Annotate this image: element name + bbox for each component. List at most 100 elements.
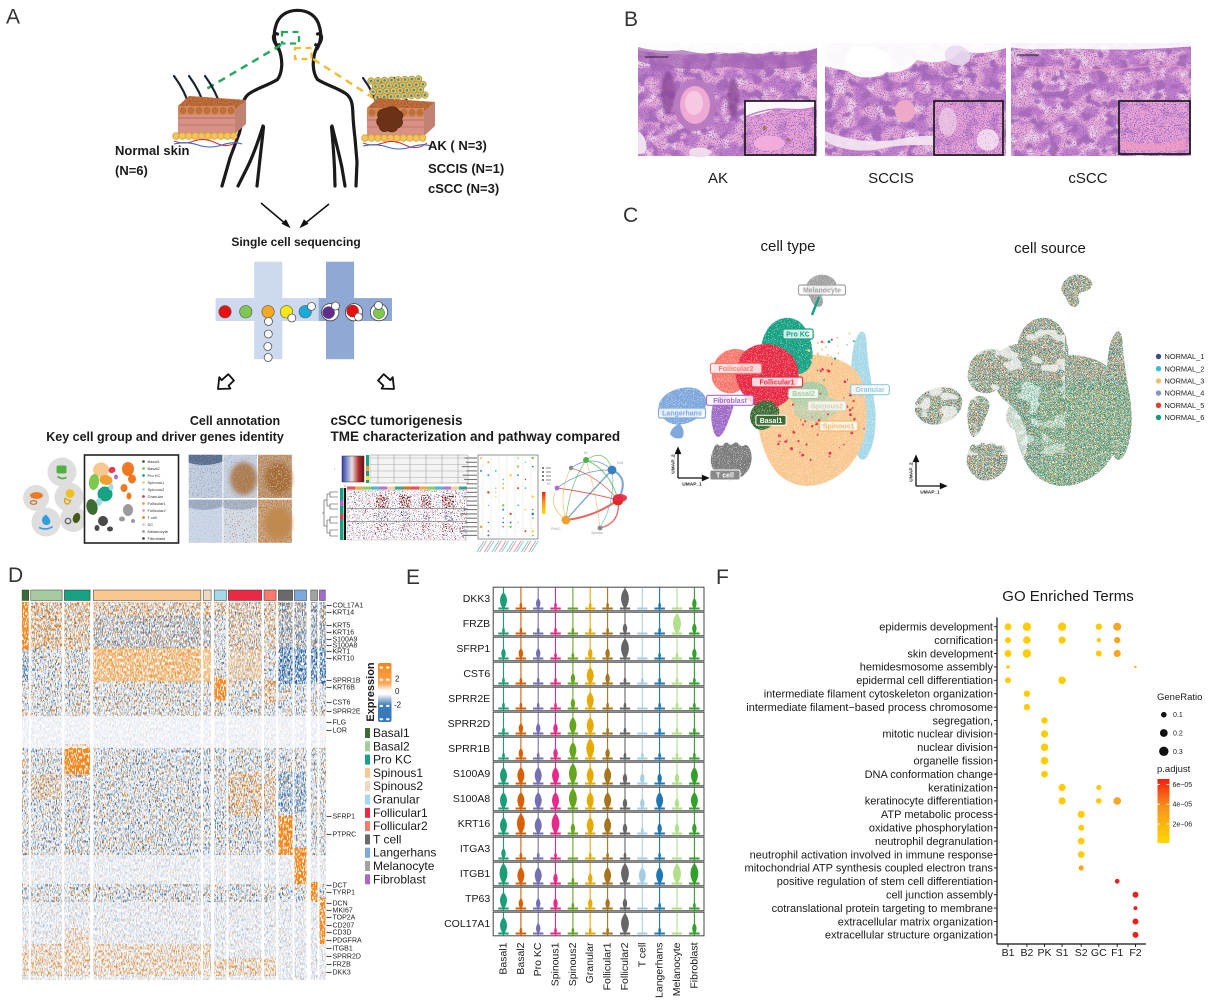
svg-text:Fibroblast: Fibroblast	[373, 872, 426, 886]
svg-text:Follicular2: Follicular2	[373, 819, 428, 833]
svg-text:Basal1: Basal1	[373, 726, 410, 740]
svg-text:CD207: CD207	[333, 923, 355, 930]
svg-text:2e−06: 2e−06	[1173, 822, 1193, 829]
svg-text:Langerhans: Langerhans	[654, 943, 666, 998]
svg-text:DCN: DCN	[333, 901, 348, 908]
svg-text:ATP metabolic process: ATP metabolic process	[881, 809, 994, 821]
svg-text:Follicular2: Follicular2	[619, 942, 631, 990]
svg-text:T cell: T cell	[148, 515, 158, 520]
svg-text:KRT16: KRT16	[333, 630, 355, 637]
svg-text:cotranslational protein target: cotranslational protein targeting to mem…	[772, 903, 993, 915]
svg-text:cornification: cornification	[934, 635, 993, 647]
svg-text:mitotic nuclear division: mitotic nuclear division	[882, 729, 993, 741]
svg-text:ITGA3: ITGA3	[460, 843, 491, 855]
svg-text:Spinous1: Spinous1	[823, 424, 855, 431]
svg-text:epidermal cell differentiation: epidermal cell differentiation	[856, 675, 993, 687]
svg-text:S100A8: S100A8	[333, 643, 358, 650]
svg-text:Pro KC: Pro KC	[786, 332, 810, 339]
svg-text:SPRR2E: SPRR2E	[333, 709, 361, 716]
svg-text:Fibroblast: Fibroblast	[713, 398, 748, 405]
svg-text:KRT5: KRT5	[333, 623, 351, 630]
svg-text:DNA conformation change: DNA conformation change	[865, 769, 993, 781]
svg-text:SCCIS: SCCIS	[868, 170, 914, 187]
svg-text:KRT10: KRT10	[333, 656, 355, 663]
svg-text:ITGB1: ITGB1	[460, 868, 491, 880]
svg-text:Basal1: Basal1	[498, 942, 510, 974]
svg-text:DC: DC	[148, 522, 154, 527]
svg-text:Pro KC: Pro KC	[148, 473, 161, 478]
svg-text:T cell: T cell	[373, 832, 401, 846]
svg-text:FRZB: FRZB	[463, 618, 490, 630]
svg-text:oxidative phosphorylation: oxidative phosphorylation	[869, 823, 993, 835]
svg-text:Expression: Expression	[365, 662, 377, 722]
svg-text:COL17A1: COL17A1	[333, 603, 364, 610]
svg-text:keratinization: keratinization	[928, 782, 993, 794]
svg-text:Melanocyte: Melanocyte	[671, 942, 683, 996]
svg-text:Langerhans: Langerhans	[662, 411, 702, 418]
svg-text:0.1: 0.1	[1173, 712, 1183, 719]
svg-text:EC: EC	[547, 482, 552, 486]
svg-text:Follicular1: Follicular1	[148, 501, 167, 506]
svg-text:AK: AK	[708, 170, 728, 187]
svg-text:S100A9: S100A9	[333, 637, 358, 644]
svg-text:mitochondrial ATP synthesis co: mitochondrial ATP synthesis coupled elec…	[745, 863, 994, 875]
svg-text:NORMAL_3: NORMAL_3	[1165, 377, 1205, 386]
svg-text:2: 2	[395, 675, 400, 684]
svg-text:keratinocyte differentiation: keratinocyte differentiation	[865, 796, 993, 808]
svg-text:FLG: FLG	[333, 720, 347, 727]
svg-text:UMAP_2: UMAP_2	[671, 454, 677, 474]
svg-text:4e−05: 4e−05	[1173, 802, 1193, 809]
svg-text:nuclear division: nuclear division	[917, 742, 993, 754]
svg-text:cSCC: cSCC	[1068, 170, 1107, 187]
svg-text:UMAP_2: UMAP_2	[909, 462, 915, 482]
svg-text:Fibroblast: Fibroblast	[688, 942, 700, 988]
svg-text:LOR: LOR	[333, 728, 347, 735]
svg-text:A: A	[6, 5, 20, 28]
svg-text:organelle fission: organelle fission	[914, 756, 994, 768]
svg-text:|||: |||	[344, 485, 346, 488]
svg-text:Pro KC: Pro KC	[373, 753, 412, 767]
svg-text:0.3: 0.3	[1173, 749, 1183, 756]
svg-text:D: D	[8, 564, 23, 587]
svg-text:Granular: Granular	[855, 387, 884, 394]
svg-text:cell source: cell source	[1014, 240, 1086, 257]
svg-text:epidermis development: epidermis development	[879, 622, 993, 634]
svg-text:PDGFRA: PDGFRA	[333, 938, 363, 945]
svg-text:F1: F1	[1111, 947, 1123, 959]
svg-text:KC: KC	[584, 451, 589, 455]
svg-text:COL17A1: COL17A1	[444, 918, 490, 930]
svg-text:Tcell: Tcell	[617, 461, 624, 465]
svg-text:TYRP1: TYRP1	[333, 890, 356, 897]
svg-text:intermediate filament cytoskel: intermediate filament cytoskeleton organ…	[764, 689, 993, 701]
svg-text:Follicular2: Follicular2	[718, 366, 753, 373]
svg-text:KRT14: KRT14	[333, 610, 355, 617]
svg-text:positive regulation of stem ce: positive regulation of stem cell differe…	[777, 876, 993, 888]
svg-text:SPRR1B: SPRR1B	[448, 743, 490, 755]
svg-text:KRT16: KRT16	[458, 818, 491, 830]
svg-text:Spinous1: Spinous1	[373, 766, 423, 780]
svg-text:Spinous2: Spinous2	[811, 403, 843, 410]
svg-text:FRZB: FRZB	[333, 962, 352, 969]
svg-text:-2: -2	[394, 701, 402, 710]
svg-text:cSCC (N=3): cSCC (N=3)	[428, 181, 499, 196]
svg-text:SPRR2D: SPRR2D	[333, 954, 361, 961]
svg-text:NORMAL_4: NORMAL_4	[1165, 389, 1205, 398]
svg-text:segregation,: segregation,	[932, 715, 993, 727]
svg-text:(N=6): (N=6)	[115, 163, 148, 178]
svg-text:Basal1: Basal1	[148, 459, 161, 464]
svg-text:S2: S2	[1075, 947, 1088, 959]
svg-text:CD3D: CD3D	[333, 930, 352, 937]
svg-text:SPRR1B: SPRR1B	[333, 678, 361, 685]
svg-text:ProKC: ProKC	[551, 527, 561, 531]
svg-text:PTPRC: PTPRC	[333, 832, 357, 839]
svg-text:Spinous2: Spinous2	[373, 779, 423, 793]
svg-text:S100A8: S100A8	[453, 793, 491, 805]
svg-text:S100A9: S100A9	[453, 768, 491, 780]
svg-text:TP63: TP63	[465, 893, 490, 905]
svg-text:Pro KC: Pro KC	[532, 942, 544, 976]
svg-text:SPRR2E: SPRR2E	[448, 693, 490, 705]
svg-text:Melanocyte: Melanocyte	[803, 288, 841, 295]
svg-text:DKK3: DKK3	[333, 970, 351, 977]
svg-text:Spinous1: Spinous1	[550, 942, 562, 986]
svg-text:Langerhans: Langerhans	[373, 846, 436, 860]
